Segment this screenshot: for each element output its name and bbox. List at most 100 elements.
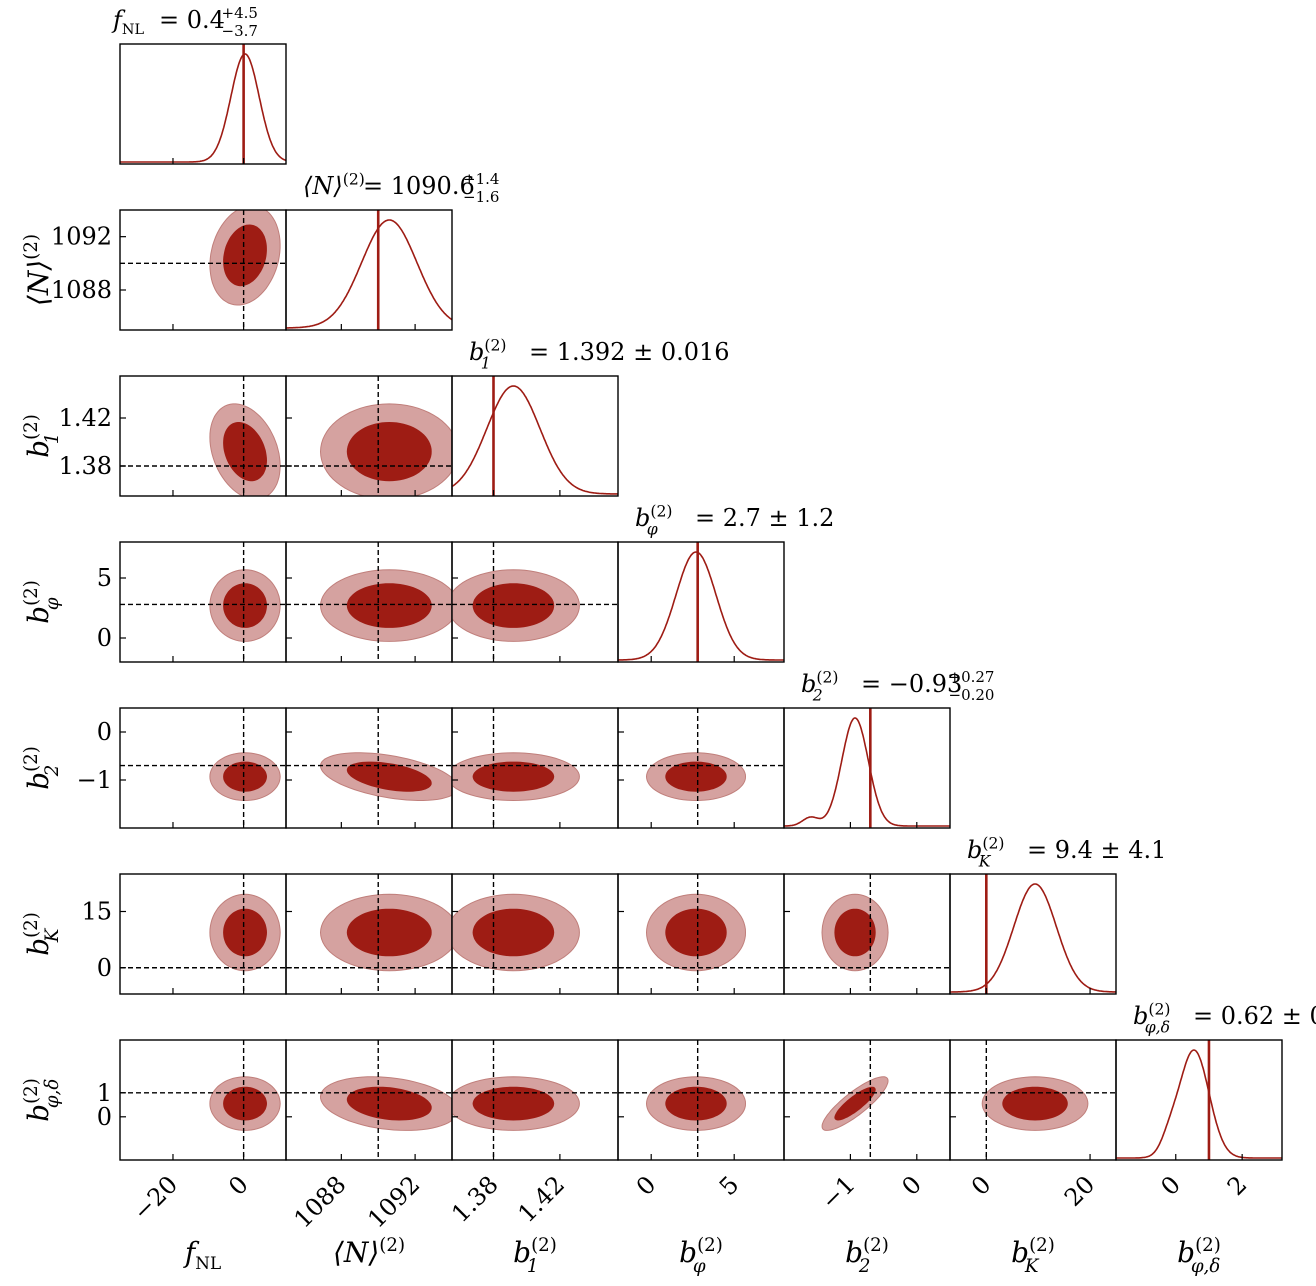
x-tick-label-fnl: 0 <box>223 1170 254 1201</box>
title-lhs-fnl: fNL <box>111 6 144 38</box>
contour-inner-bK-fnl <box>223 908 268 957</box>
contour-inner-bK-b2 <box>834 908 876 957</box>
panel-bK-bphi <box>617 873 785 995</box>
panel-bphid-N: 1088 1092 <box>285 1039 453 1233</box>
marginal-curve-bphid <box>1116 1049 1282 1159</box>
title-lhs-b1: b(2) 1 <box>469 336 506 372</box>
title-b1: b(2) 1 = 1.392 ± 0.016 <box>469 336 730 372</box>
title-bphid: b(2)φ,δ = 0.62 ± 0.57 <box>1133 1000 1316 1036</box>
title-value-bphi: = 2.7 ± 1.2 <box>695 504 834 532</box>
x-tick-label-bphid: 2 <box>1222 1170 1253 1201</box>
panel-frame <box>783 707 951 829</box>
y-tick-label-b1: 1.38 <box>59 452 112 480</box>
contour-inner-N-fnl <box>223 224 267 287</box>
contour-inner-bphid-b1 <box>472 1086 555 1121</box>
y-tick-label-b2: 0 <box>97 718 112 746</box>
panel-bphid-fnl: −20 001 <box>97 1039 287 1226</box>
panel-frame <box>451 375 619 497</box>
contour-inner-bphid-fnl <box>223 1086 268 1121</box>
panel-b2-b2 <box>783 707 951 829</box>
x-axis-label-bK: b(2) K <box>1011 1235 1055 1277</box>
title-lhs-bphid: b(2) φ,δ <box>1133 1000 1170 1036</box>
marginal-curve-fnl <box>120 53 286 163</box>
x-axis-label-N: ⟨N⟩(2) <box>333 1235 405 1269</box>
panel-bphi-fnl: 05 <box>97 541 287 663</box>
panel-bphid-b1: 1.38 1.42 <box>446 1039 619 1228</box>
panel-bK-N <box>285 873 453 995</box>
x-tick-label-bK: 0 <box>966 1170 997 1201</box>
y-tick-label-bphi: 0 <box>97 624 112 652</box>
x-axis-label-b2: b(2) 2 <box>845 1235 889 1277</box>
title-b2: b(2) 2 = −0.93+0.27−0.20 <box>801 668 994 704</box>
y-axis-label-bphid: b(2)φ,δ <box>21 1078 63 1122</box>
y-axis-label-N: ⟨N⟩(2) <box>21 234 55 306</box>
contour-inner-bphid-b2 <box>834 1086 876 1121</box>
y-tick-label-bphi: 5 <box>97 564 112 592</box>
x-tick-label-bphid: 0 <box>1155 1170 1186 1201</box>
panel-N-N <box>285 209 453 331</box>
y-tick-label-bphid: 0 <box>97 1103 112 1131</box>
panel-b2-bphi <box>617 707 785 829</box>
title-upper-N: +1.4 <box>463 170 499 188</box>
y-axis-label-b1: b(2)1 <box>21 414 63 458</box>
x-tick-label-bK: 20 <box>1059 1170 1100 1211</box>
x-tick-label-N: 1092 <box>362 1170 425 1233</box>
x-tick-label-b1: 1.38 <box>446 1170 504 1228</box>
marginal-curve-N <box>286 219 452 329</box>
title-lhs-b2: b(2) 2 <box>801 668 838 704</box>
marginal-curve-bK <box>950 883 1116 993</box>
contour-inner-b2-b1 <box>472 761 555 792</box>
panel-b2-b1 <box>451 707 619 829</box>
x-tick-label-b2: 0 <box>896 1170 927 1201</box>
contour-inner-bphid-bK <box>1002 1086 1068 1121</box>
panel-bK-bK <box>949 873 1117 995</box>
title-value-fnl: = 0.4 <box>159 6 225 34</box>
panel-frame <box>1115 1039 1283 1161</box>
panel-bphi-N <box>285 541 453 663</box>
y-tick-label-b2: −1 <box>77 766 112 794</box>
x-tick-label-N: 1088 <box>289 1170 352 1233</box>
x-axis-label-fnl: fNL <box>183 1236 221 1273</box>
contour-inner-b1-N <box>346 421 432 482</box>
panel-bphid-b2: −1 0 <box>783 1039 951 1215</box>
x-axis-label-b1: b(2) 1 <box>513 1235 557 1277</box>
y-tick-label-b1: 1.42 <box>59 404 112 432</box>
x-tick-label-bphi: 5 <box>714 1170 745 1201</box>
panel-b2-N <box>285 707 453 829</box>
title-value-bphid: = 0.62 ± 0.57 <box>1193 1002 1316 1030</box>
panel-bK-b1 <box>451 873 619 995</box>
contour-inner-bphi-N <box>346 583 432 628</box>
panel-frame <box>949 873 1117 995</box>
panel-b2-fnl: −1 0 <box>77 707 287 829</box>
y-axis-label-bK: b(2)K <box>21 912 63 956</box>
y-tick-label-bK: 15 <box>81 898 112 926</box>
panel-b1-N <box>285 375 453 497</box>
x-tick-label-b2: −1 <box>816 1170 861 1215</box>
marginal-curve-b1 <box>452 385 618 495</box>
title-value-bK: = 9.4 ± 4.1 <box>1027 836 1166 864</box>
title-lhs-N: ⟨N⟩(2) <box>303 170 365 200</box>
contour-inner-bK-N <box>346 908 432 957</box>
title-bphi: b(2) φ = 2.7 ± 1.2 <box>635 502 834 538</box>
x-axis-label-bphi: b(2) φ <box>679 1235 723 1277</box>
x-tick-label-b1: 1.42 <box>513 1170 571 1228</box>
panel-fnl-fnl <box>119 43 287 165</box>
panel-frame <box>119 43 287 165</box>
panel-frame <box>617 541 785 663</box>
y-tick-label-bphid: 1 <box>97 1079 112 1107</box>
panel-bphi-bphi <box>617 541 785 663</box>
panel-b1-b1 <box>451 375 619 497</box>
x-tick-label-fnl: −20 <box>128 1170 184 1226</box>
panel-b1-fnl: 1.38 1.42 <box>59 375 287 497</box>
panel-bphi-b1 <box>451 541 619 663</box>
contour-inner-b2-fnl <box>223 761 268 792</box>
title-value-N: = 1090.6 <box>363 172 475 200</box>
title-lhs-bK: b(2) K <box>967 834 1004 870</box>
x-tick-label-bphi: 0 <box>631 1170 662 1201</box>
title-N: ⟨N⟩(2)= 1090.6+1.4−1.6 <box>303 170 499 206</box>
title-fnl: fNL = 0.4+4.5−3.7 <box>111 4 258 40</box>
title-upper-b2: +0.27 <box>949 668 995 686</box>
